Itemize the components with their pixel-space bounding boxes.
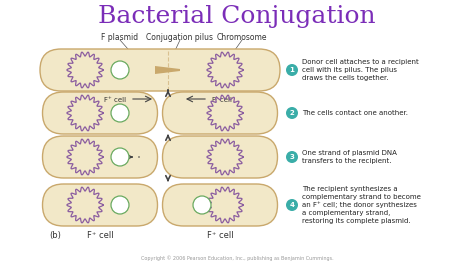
Text: Bacterial Conjugation: Bacterial Conjugation [98,5,376,27]
Text: F⁺ cell: F⁺ cell [87,231,113,240]
Text: Chromosome: Chromosome [217,34,267,43]
Text: 4: 4 [290,202,294,208]
Text: 1: 1 [290,67,294,73]
FancyBboxPatch shape [43,184,157,226]
Circle shape [286,64,298,76]
FancyBboxPatch shape [163,184,277,226]
Text: (b): (b) [49,231,61,240]
Circle shape [111,61,129,79]
Circle shape [111,148,129,166]
Circle shape [286,199,298,211]
FancyBboxPatch shape [43,136,157,178]
Text: F⁾ cell: F⁾ cell [212,97,232,103]
Text: F plasmid: F plasmid [101,34,138,43]
Text: F⁺ cell: F⁺ cell [104,97,126,103]
Text: F⁺ cell: F⁺ cell [207,231,233,240]
Circle shape [111,196,129,214]
Circle shape [111,104,129,122]
Text: The recipient synthesizes a
complementary strand to become
an F⁺ cell; the donor: The recipient synthesizes a complementar… [302,186,421,224]
Text: The cells contact one another.: The cells contact one another. [302,110,408,116]
Text: Donor cell attaches to a recipient
cell with its pilus. The pilus
draws the cell: Donor cell attaches to a recipient cell … [302,59,419,81]
FancyBboxPatch shape [43,92,157,134]
Circle shape [286,107,298,119]
FancyBboxPatch shape [163,136,277,178]
FancyBboxPatch shape [40,49,280,91]
Text: Conjugation pilus: Conjugation pilus [146,34,213,43]
Circle shape [286,151,298,163]
Polygon shape [155,66,180,74]
Text: One strand of plasmid DNA
transfers to the recipient.: One strand of plasmid DNA transfers to t… [302,150,397,164]
Text: 3: 3 [290,154,294,160]
Text: 2: 2 [290,110,294,116]
Circle shape [193,196,211,214]
Text: Copyright © 2006 Pearson Education, Inc., publishing as Benjamin Cummings.: Copyright © 2006 Pearson Education, Inc.… [141,255,333,261]
FancyBboxPatch shape [163,92,277,134]
